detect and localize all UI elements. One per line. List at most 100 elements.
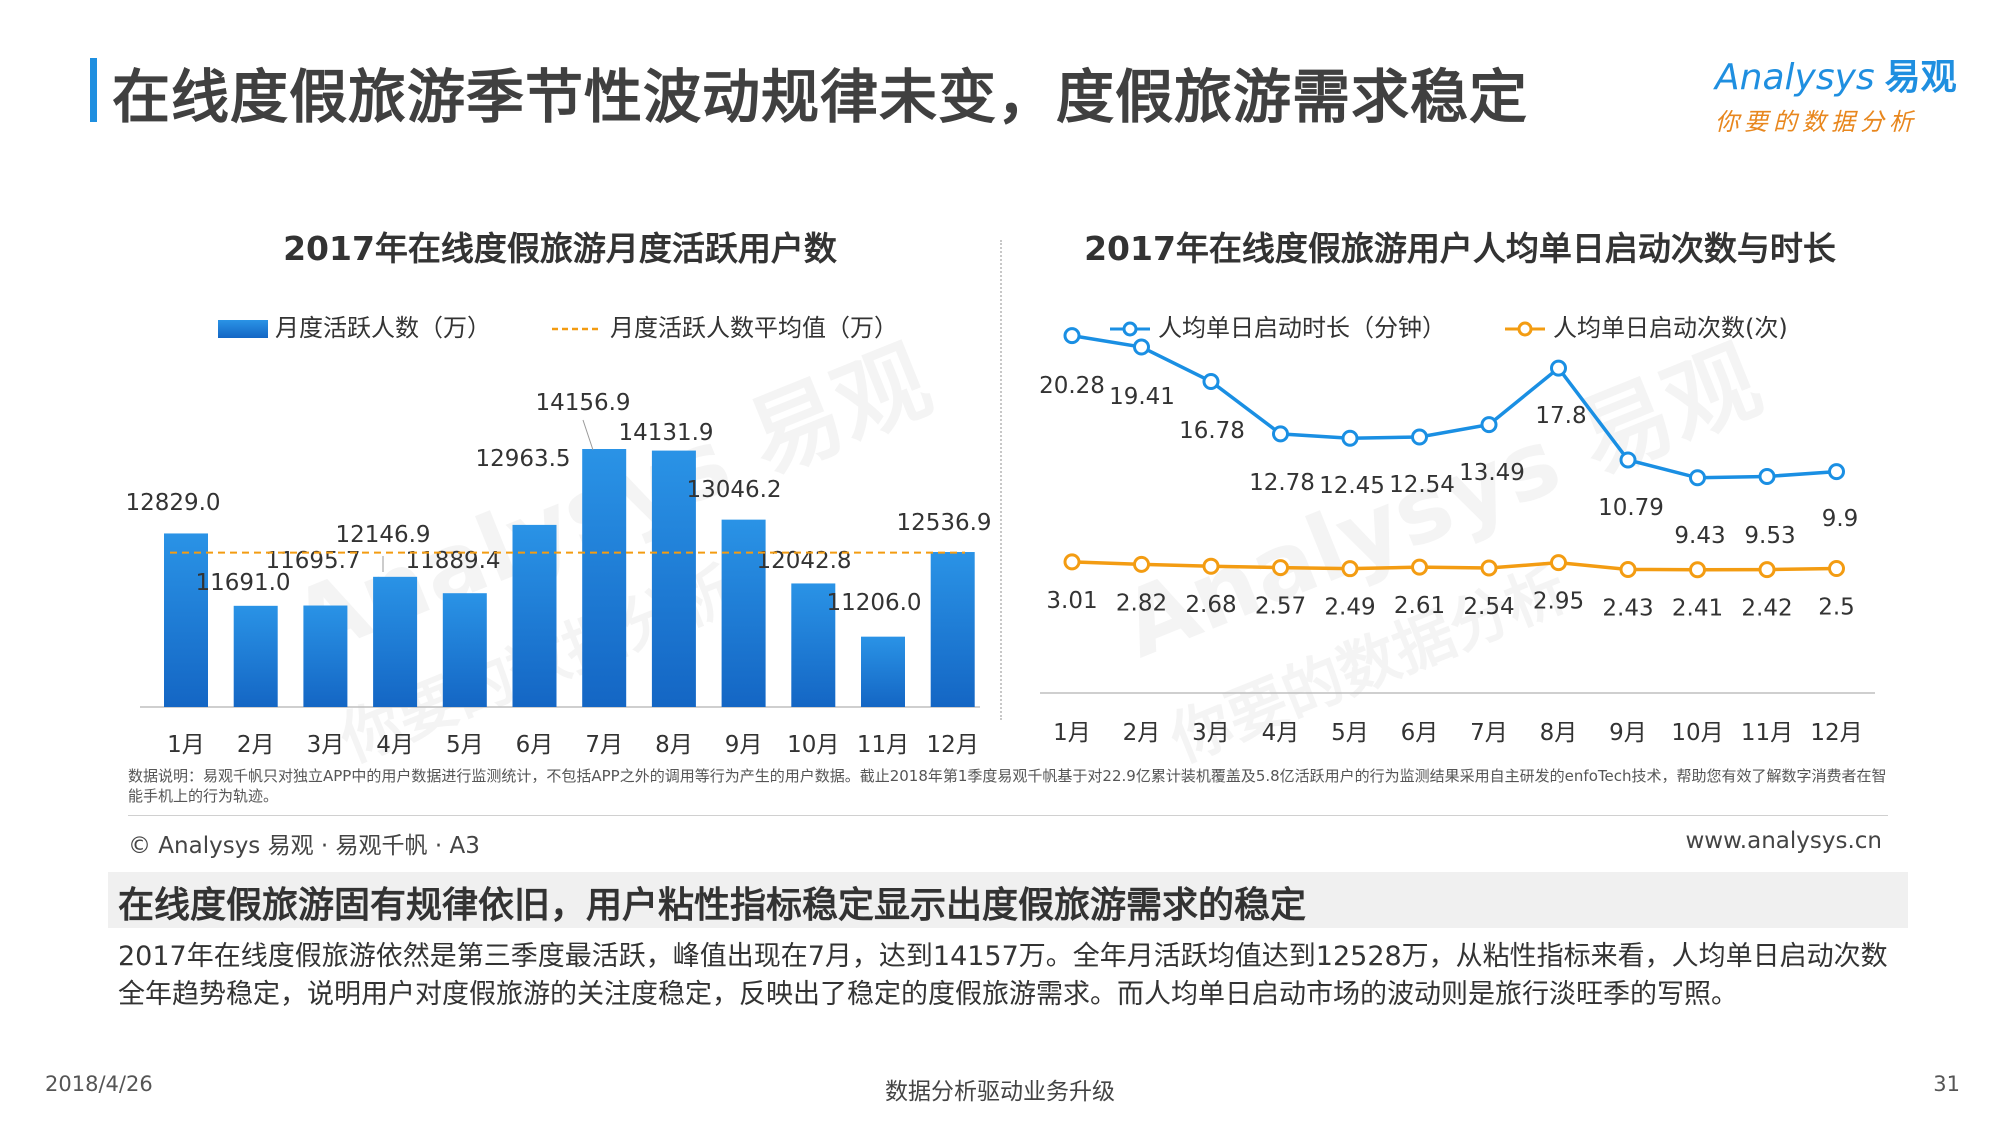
legend-duration-label: 人均单日启动时长（分钟） bbox=[1158, 314, 1446, 342]
launches-point-12 bbox=[1828, 560, 1845, 578]
bar-value-label-11: 11206.0 bbox=[826, 590, 921, 616]
bar-3 bbox=[303, 605, 348, 707]
bar-5 bbox=[442, 593, 487, 707]
legend-bar-swatch bbox=[218, 320, 268, 338]
bar-7 bbox=[582, 449, 627, 707]
bar-value-label-9: 13046.2 bbox=[686, 477, 781, 503]
line-x-tick-9: 9月 bbox=[1609, 720, 1647, 746]
bar-x-tick-8: 8月 bbox=[655, 732, 693, 758]
bar-11 bbox=[861, 636, 905, 707]
line-chart-title: 2017年在线度假旅游用户人均单日启动次数与时长 bbox=[1084, 229, 1836, 268]
line-x-tick-10: 10月 bbox=[1671, 720, 1723, 746]
note-rule bbox=[128, 815, 1888, 816]
bar-value-label-8: 14131.9 bbox=[618, 420, 713, 446]
bar-x-tick-12: 12月 bbox=[927, 732, 979, 758]
bar-x-tick-10: 10月 bbox=[787, 732, 839, 758]
legend-launches-label: 人均单日启动次数(次) bbox=[1553, 314, 1788, 342]
page-title: 在线度假旅游季节性波动规律未变，度假旅游需求稳定 bbox=[112, 63, 1529, 131]
bar-value-label-4: 12146.9 bbox=[335, 522, 430, 548]
duration-value-label-1: 20.28 bbox=[1039, 373, 1105, 399]
bar-9 bbox=[721, 519, 766, 707]
launches-point-1 bbox=[1063, 553, 1081, 571]
footer-date: 2018/4/26 bbox=[45, 1072, 153, 1096]
bar-value-label-7: 14156.9 bbox=[535, 390, 630, 416]
launches-point-8 bbox=[1550, 554, 1567, 572]
duration-value-label-2: 19.41 bbox=[1109, 384, 1175, 410]
bar-value-label-12: 12536.9 bbox=[896, 510, 991, 536]
series-line-launches bbox=[1071, 560, 1837, 572]
analysys-logo: Analysys 易观 你要的数据分析 bbox=[1715, 48, 1975, 136]
launches-value-label-6: 2.61 bbox=[1394, 593, 1445, 619]
copyright: © Analysys 易观 · 易观千帆 · A3 bbox=[128, 833, 480, 859]
duration-value-label-11: 9.53 bbox=[1744, 523, 1795, 549]
duration-point-6 bbox=[1411, 428, 1428, 446]
footer-slogan: 数据分析驱动业务升级 bbox=[885, 1079, 1115, 1105]
line-x-tick-2: 2月 bbox=[1123, 720, 1161, 746]
launches-value-label-1: 3.01 bbox=[1046, 588, 1097, 614]
launches-value-label-11: 2.42 bbox=[1741, 596, 1792, 622]
legend-bar-label: 月度活跃人数（万） bbox=[275, 314, 491, 342]
launches-point-3 bbox=[1202, 557, 1220, 575]
duration-value-label-12: 9.9 bbox=[1822, 506, 1859, 532]
bar-chart-title: 2017年在线度假旅游月度活跃用户数 bbox=[283, 229, 838, 268]
legend-average-label: 月度活跃人数平均值（万） bbox=[610, 314, 898, 342]
duration-point-4 bbox=[1272, 425, 1289, 443]
website-link[interactable]: www.analysys.cn bbox=[1685, 828, 1882, 854]
series-line-duration bbox=[1071, 333, 1837, 480]
launches-value-label-4: 2.57 bbox=[1255, 594, 1306, 620]
bar-x-tick-3: 3月 bbox=[307, 732, 345, 758]
line-x-tick-12: 12月 bbox=[1810, 720, 1862, 746]
summary-title: 在线度假旅游固有规律依旧，用户粘性指标稳定显示出度假旅游需求的稳定 bbox=[118, 885, 1307, 926]
duration-point-10 bbox=[1689, 469, 1706, 487]
line-x-tick-8: 8月 bbox=[1540, 720, 1578, 746]
legend-duration-marker bbox=[1122, 321, 1138, 337]
launches-point-6 bbox=[1411, 558, 1428, 576]
duration-value-label-6: 12.54 bbox=[1389, 472, 1455, 498]
data-note: 数据说明：易观千帆只对独立APP中的用户数据进行监测统计，不包括APP之外的调用… bbox=[128, 767, 1887, 805]
duration-point-7 bbox=[1480, 416, 1498, 434]
bar-leader-7 bbox=[582, 419, 594, 451]
logo-cn: 易观 bbox=[1884, 57, 1957, 98]
line-x-tick-7: 7月 bbox=[1470, 720, 1508, 746]
launches-point-5 bbox=[1341, 560, 1359, 578]
launches-point-7 bbox=[1480, 559, 1498, 577]
duration-point-8 bbox=[1550, 359, 1567, 377]
line-x-tick-11: 11月 bbox=[1741, 720, 1793, 746]
bar-12 bbox=[930, 552, 975, 707]
duration-value-label-7: 13.49 bbox=[1459, 460, 1525, 486]
logo-brand: nalysys bbox=[1739, 57, 1875, 98]
launches-value-label-5: 2.49 bbox=[1324, 595, 1375, 621]
duration-point-1 bbox=[1063, 327, 1081, 345]
duration-value-label-3: 16.78 bbox=[1179, 418, 1245, 444]
bar-value-label-6: 12963.5 bbox=[475, 446, 570, 472]
launches-point-11 bbox=[1758, 561, 1776, 579]
bar-4 bbox=[373, 576, 418, 707]
line-x-tick-5: 5月 bbox=[1331, 720, 1369, 746]
bar-x-tick-6: 6月 bbox=[516, 732, 554, 758]
bar-x-tick-2: 2月 bbox=[237, 732, 275, 758]
bar-value-label-1: 12829.0 bbox=[125, 490, 220, 516]
bar-6 bbox=[512, 524, 557, 707]
title-accent-bar bbox=[90, 58, 97, 122]
bar-x-tick-9: 9月 bbox=[725, 732, 763, 758]
launches-point-2 bbox=[1133, 555, 1150, 573]
summary-band bbox=[108, 872, 1908, 928]
chart-divider bbox=[1000, 240, 1002, 720]
launches-point-9 bbox=[1619, 560, 1637, 578]
duration-point-11 bbox=[1758, 467, 1776, 485]
duration-point-3 bbox=[1202, 372, 1220, 390]
launches-value-label-9: 2.43 bbox=[1602, 595, 1653, 621]
launches-point-4 bbox=[1272, 559, 1289, 577]
launches-value-label-7: 2.54 bbox=[1463, 594, 1514, 620]
launches-point-10 bbox=[1689, 561, 1706, 579]
launches-value-label-3: 2.68 bbox=[1185, 592, 1236, 618]
line-x-tick-1: 1月 bbox=[1053, 720, 1091, 746]
bar-x-tick-4: 4月 bbox=[376, 732, 414, 758]
legend-launches-marker bbox=[1517, 321, 1533, 337]
duration-value-label-10: 9.43 bbox=[1674, 523, 1725, 549]
bar-value-label-2: 11691.0 bbox=[195, 570, 290, 596]
duration-point-5 bbox=[1341, 429, 1359, 447]
launches-value-label-10: 2.41 bbox=[1672, 596, 1723, 622]
duration-value-label-5: 12.45 bbox=[1319, 473, 1385, 499]
